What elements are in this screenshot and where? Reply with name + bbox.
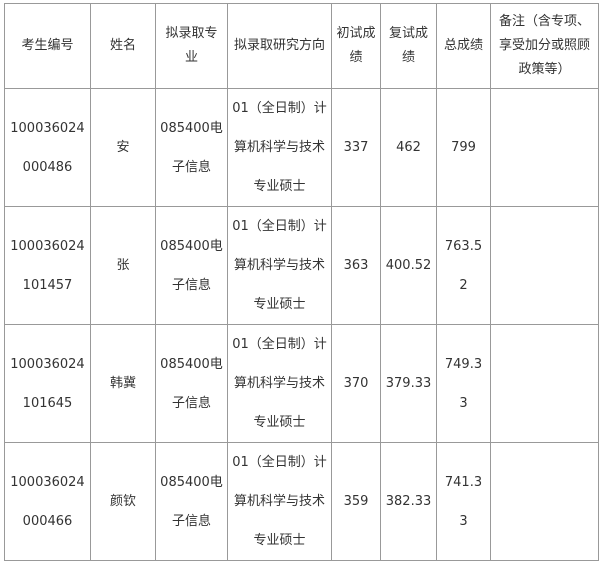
major-cell: 085400电子信息: [155, 206, 228, 325]
direction-cell: 01（全日制）计算机科学与技术专业硕士: [227, 206, 332, 325]
table-row: 100036024101457 张 085400电子信息 01（全日制）计算机科学与技…: [4, 206, 599, 325]
major-cell: 085400电子信息: [155, 324, 228, 443]
header-note: 备注（含专项、享受加分或照顾政策等）: [490, 3, 599, 89]
note-cell: [490, 206, 599, 325]
candidate-id-cell: 100036024000486: [4, 88, 91, 207]
table-row: 100036024000466 颜钦 085400电子信息 01（全日制）计算机科学与…: [4, 442, 599, 561]
note-cell: [490, 442, 599, 561]
header-id: 考生编号: [4, 3, 91, 89]
total-score-cell: 741.33: [436, 442, 491, 561]
header-retest: 复试成绩: [380, 3, 437, 89]
candidate-id-cell: 100036024101645: [4, 324, 91, 443]
header-row: 考生编号 姓名 拟录取专业 拟录取研究方向 初试成绩 复试成绩 总成绩 备注（含…: [4, 3, 599, 89]
header-name: 姓名: [90, 3, 156, 89]
total-score-cell: 749.33: [436, 324, 491, 443]
initial-score-cell: 363: [331, 206, 381, 325]
retest-score-cell: 382.33: [380, 442, 437, 561]
total-score-cell: 763.52: [436, 206, 491, 325]
initial-score-cell: 359: [331, 442, 381, 561]
header-direction: 拟录取研究方向: [227, 3, 332, 89]
retest-score-cell: 400.52: [380, 206, 437, 325]
table-row: 100036024101645 韩冀 085400电子信息 01（全日制）计算机科学与…: [4, 324, 599, 443]
retest-score-cell: 379.33: [380, 324, 437, 443]
initial-score-cell: 337: [331, 88, 381, 207]
header-initial: 初试成绩: [331, 3, 381, 89]
total-score-cell: 799: [436, 88, 491, 207]
direction-cell: 01（全日制）计算机科学与技术专业硕士: [227, 88, 332, 207]
retest-score-cell: 462: [380, 88, 437, 207]
header-total: 总成绩: [436, 3, 491, 89]
note-cell: [490, 88, 599, 207]
name-cell: 张: [90, 206, 156, 325]
direction-cell: 01（全日制）计算机科学与技术专业硕士: [227, 324, 332, 443]
name-cell: 韩冀: [90, 324, 156, 443]
admission-table: 考生编号 姓名 拟录取专业 拟录取研究方向 初试成绩 复试成绩 总成绩 备注（含…: [4, 3, 599, 561]
candidate-id-cell: 100036024000466: [4, 442, 91, 561]
note-cell: [490, 324, 599, 443]
name-cell: 颜钦: [90, 442, 156, 561]
candidate-id-cell: 100036024101457: [4, 206, 91, 325]
header-major: 拟录取专业: [155, 3, 228, 89]
major-cell: 085400电子信息: [155, 442, 228, 561]
major-cell: 085400电子信息: [155, 88, 228, 207]
table-row: 100036024000486 安 085400电子信息 01（全日制）计算机科学与技…: [4, 88, 599, 207]
name-cell: 安: [90, 88, 156, 207]
direction-cell: 01（全日制）计算机科学与技术专业硕士: [227, 442, 332, 561]
initial-score-cell: 370: [331, 324, 381, 443]
